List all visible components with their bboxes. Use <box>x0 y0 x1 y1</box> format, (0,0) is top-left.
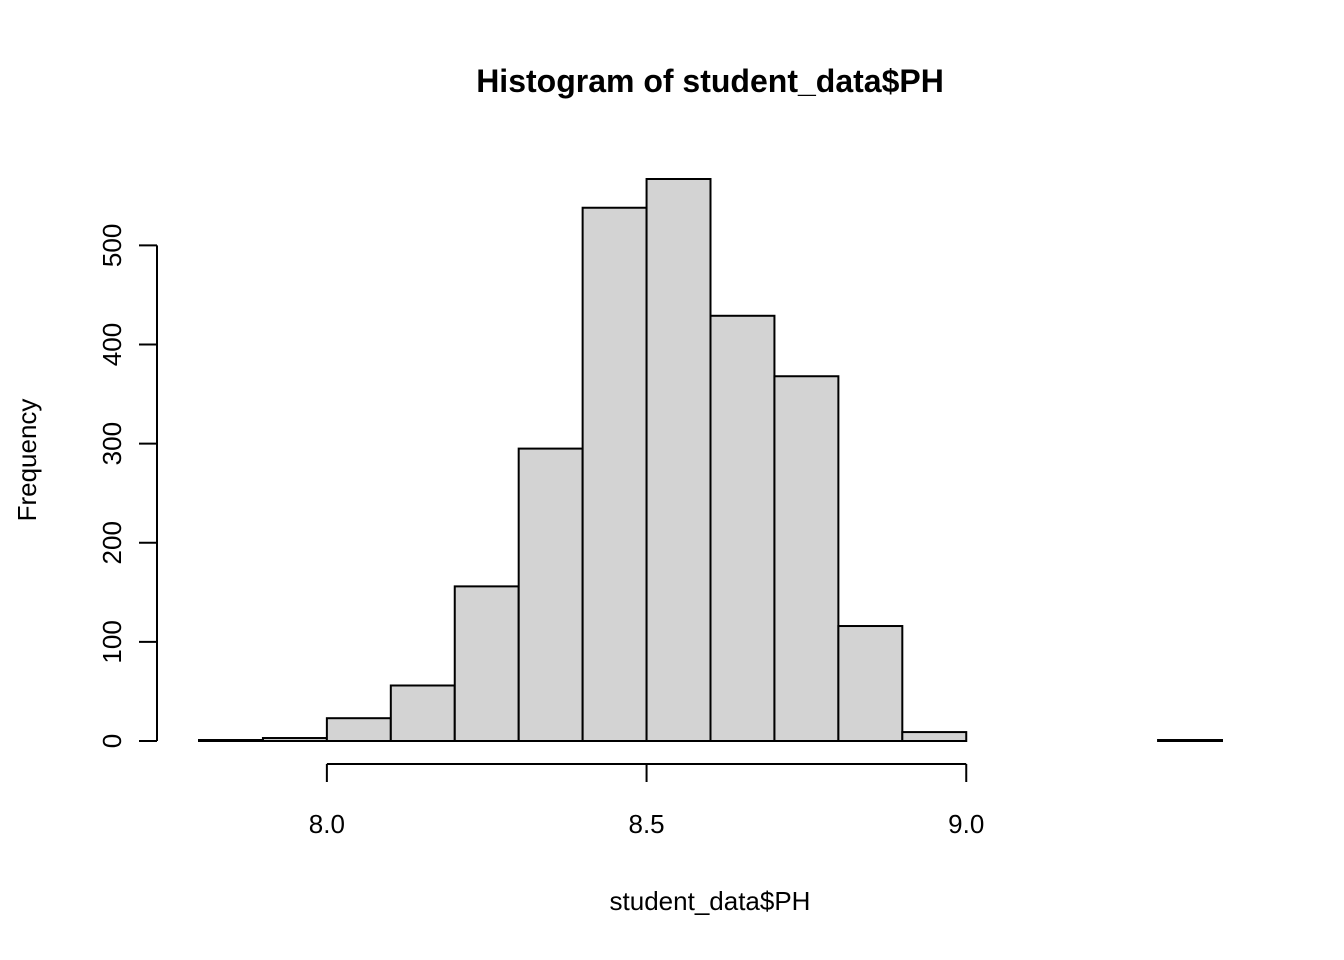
y-tick-label-400: 400 <box>97 323 127 366</box>
histogram-bar-4 <box>389 684 456 743</box>
y-axis-label: Frequency <box>12 399 42 522</box>
histogram-bar-2 <box>261 737 328 742</box>
y-tick-label-100: 100 <box>97 620 127 663</box>
histogram-bar-11 <box>837 625 904 743</box>
histogram-bar-7 <box>581 206 648 742</box>
x-tick-label-8.0: 8.0 <box>309 809 345 839</box>
y-tick-label-0: 0 <box>97 734 127 748</box>
histogram-bar-12 <box>901 731 968 742</box>
chart-title: Histogram of student_data$PH <box>476 63 944 99</box>
x-axis: 8.0 8.5 9.0 <box>309 763 984 839</box>
histogram-bar-10 <box>773 375 840 742</box>
x-tick-label-8.5: 8.5 <box>628 809 664 839</box>
histogram-bar-5 <box>453 585 520 743</box>
y-axis: 0 100 200 300 400 500 <box>97 224 158 748</box>
histogram-bars <box>198 178 1223 743</box>
histogram-bar-1 <box>198 739 264 742</box>
histogram-bar-6 <box>517 447 584 742</box>
x-tick-label-9.0: 9.0 <box>948 809 984 839</box>
histogram-bar-9 <box>709 314 776 742</box>
y-tick-label-300: 300 <box>97 422 127 465</box>
histogram-bar-8 <box>645 178 712 742</box>
y-tick-label-200: 200 <box>97 521 127 564</box>
y-tick-label-500: 500 <box>97 224 127 267</box>
histogram-bar-3 <box>325 717 392 742</box>
histogram-bar-16 <box>1157 739 1223 742</box>
x-axis-label: student_data$PH <box>610 886 811 916</box>
